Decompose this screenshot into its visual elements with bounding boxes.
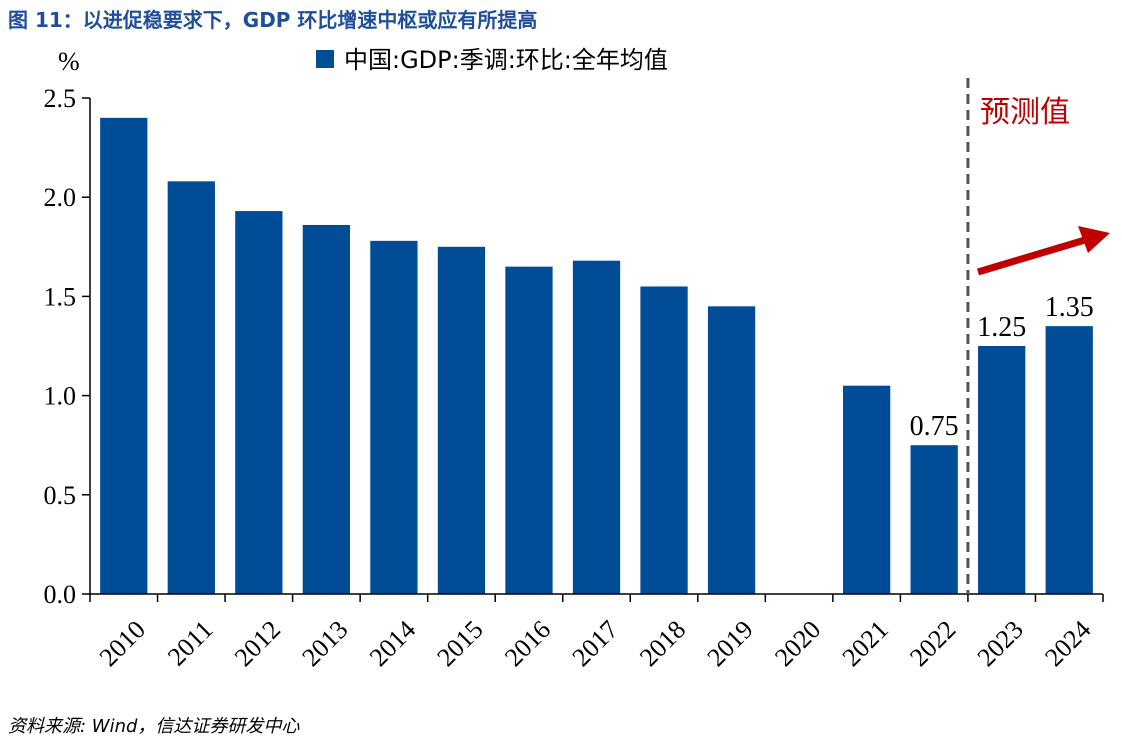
bar-2011 xyxy=(167,181,215,594)
trend-arrow xyxy=(976,226,1110,276)
legend-label: 中国:GDP:季调:环比:全年均值 xyxy=(344,46,668,74)
x-tick-label: 2020 xyxy=(769,615,826,672)
x-tick-label: 2010 xyxy=(94,615,151,672)
x-tick-label: 2013 xyxy=(296,615,353,672)
bar-2019 xyxy=(707,306,756,594)
bar-2010 xyxy=(100,117,148,594)
data-label-2023: 1.25 xyxy=(977,312,1026,343)
x-tick-label: 2014 xyxy=(364,615,421,672)
x-tick-label: 2022 xyxy=(904,615,961,672)
x-tick-label: 2017 xyxy=(566,615,623,672)
bar-2018 xyxy=(640,286,688,594)
y-tick-label: 1.0 xyxy=(44,382,77,411)
x-tick-label: 2021 xyxy=(837,615,894,672)
bar-2016 xyxy=(505,266,553,594)
y-axis-ticks: 0.0 0.5 1.0 1.5 2.0 2.5 xyxy=(44,84,90,609)
bar-2023 xyxy=(978,346,1026,594)
x-tick-label: 2023 xyxy=(972,615,1029,672)
x-tick-label: 2016 xyxy=(499,615,556,672)
x-tick-label: 2015 xyxy=(431,615,488,672)
bar-2012 xyxy=(235,211,283,594)
bar-2021 xyxy=(842,385,891,594)
x-axis-ticks: 2010 2011 2012 2013 2014 2015 2016 2017 2018 2019… xyxy=(89,594,1104,672)
x-tick-label: 2024 xyxy=(1039,615,1096,672)
x-tick-label: 2019 xyxy=(702,615,759,672)
bar-2017 xyxy=(572,260,621,594)
y-tick-label: 0.0 xyxy=(44,580,77,609)
bar-2022 xyxy=(910,445,958,594)
forecast-label: 预测值 xyxy=(980,95,1070,130)
source-note: 资料来源: Wind，信达证券研发中心 xyxy=(8,716,300,737)
bar-2014 xyxy=(370,240,418,594)
y-tick-label: 0.5 xyxy=(44,481,77,510)
bar-2013 xyxy=(302,224,351,594)
x-tick-label: 2012 xyxy=(229,615,286,672)
x-tick-label: 2011 xyxy=(162,615,219,672)
legend-swatch xyxy=(316,50,334,68)
bars-group xyxy=(100,117,1093,595)
bar-2015 xyxy=(437,246,486,595)
bar-2024 xyxy=(1045,326,1093,594)
y-tick-label: 2.5 xyxy=(44,84,77,113)
data-label-2022: 0.75 xyxy=(910,411,959,442)
x-tick-label: 2018 xyxy=(634,615,691,672)
y-tick-label: 2.0 xyxy=(44,183,77,212)
figure-title: 图 11：以进促稳要求下，GDP 环比增速中枢或应有所提高 xyxy=(8,8,538,32)
data-labels-group: 0.75 1.25 1.35 xyxy=(910,292,1094,442)
y-tick-label: 1.5 xyxy=(44,282,77,311)
data-label-2024: 1.35 xyxy=(1045,292,1094,323)
y-unit-label: % xyxy=(58,47,80,76)
